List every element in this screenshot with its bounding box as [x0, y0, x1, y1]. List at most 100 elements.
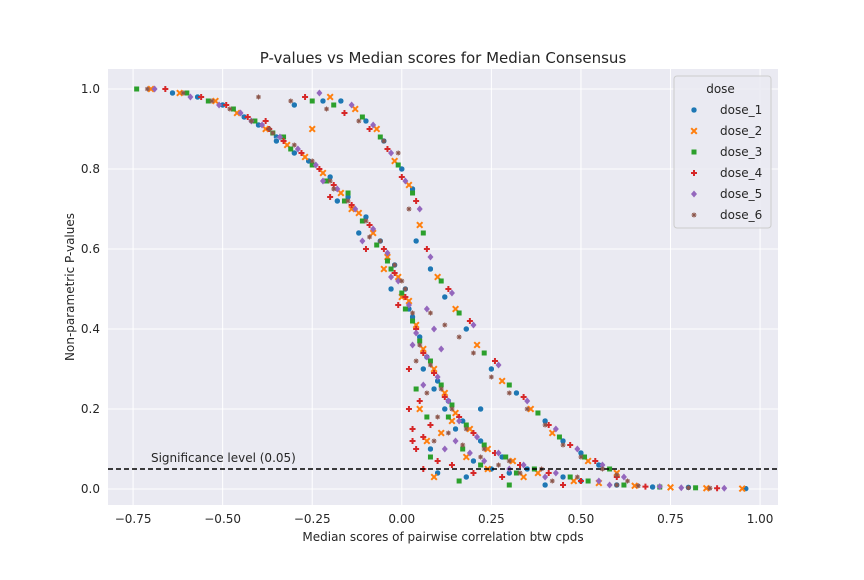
data-point-dose_4 [262, 118, 269, 124]
data-point-dose_4 [409, 438, 416, 444]
data-point-dose_6 [517, 470, 523, 476]
data-point-dose_3 [374, 242, 380, 248]
data-point-dose_6 [460, 442, 466, 448]
data-point-dose_4 [162, 86, 169, 92]
data-point-dose_6 [488, 374, 494, 380]
y-tick-label: 0.2 [81, 402, 100, 416]
data-point-dose_3 [503, 454, 509, 460]
data-point-dose_6 [463, 426, 469, 432]
data-point-dose_5 [678, 484, 685, 492]
y-axis-label: Non-parametric P-values [63, 213, 77, 361]
data-point-dose_5 [721, 484, 728, 492]
data-point-dose_5 [574, 445, 581, 453]
data-point-dose_4 [316, 166, 323, 172]
data-point-dose_3 [567, 474, 573, 480]
data-point-dose_3 [478, 462, 484, 468]
data-point-dose_2 [520, 473, 528, 481]
data-point-dose_3 [607, 466, 613, 472]
data-point-dose_5 [495, 449, 502, 457]
data-point-dose_2 [337, 189, 345, 197]
data-point-dose_3 [621, 482, 627, 488]
data-point-dose_3 [693, 485, 699, 491]
data-point-dose_6 [291, 142, 297, 148]
data-point-dose_6 [363, 218, 369, 224]
data-point-dose_3 [395, 162, 401, 168]
data-point-dose_5 [448, 289, 455, 297]
data-point-dose_3 [460, 446, 466, 452]
data-point-dose_5 [599, 461, 606, 469]
data-point-dose_6 [478, 454, 484, 460]
data-point-dose_6 [324, 106, 330, 112]
data-point-dose_1 [441, 405, 449, 413]
data-point-dose_3 [288, 146, 294, 152]
data-point-dose_4 [416, 398, 423, 404]
data-point-dose_1 [441, 293, 449, 301]
data-point-dose_3 [585, 478, 591, 484]
x-tick-labels: −0.75 −0.50 −0.25 0.00 0.25 0.50 0.75 1.00 [115, 512, 774, 526]
data-point-dose_6 [377, 238, 383, 244]
data-point-dose_6 [395, 150, 401, 156]
data-point-dose_3 [427, 358, 433, 364]
data-point-dose_3 [384, 258, 390, 264]
data-point-dose_3 [399, 290, 405, 296]
data-point-dose_2 [430, 365, 438, 373]
data-point-dose_2 [452, 409, 460, 417]
data-point-dose_2 [423, 437, 431, 445]
data-point-dose_5 [409, 341, 416, 349]
data-point-dose_5 [595, 477, 602, 485]
x-tick-label: −0.25 [294, 512, 331, 526]
data-point-dose_3 [377, 134, 383, 140]
data-point-dose_5 [388, 149, 395, 157]
data-point-dose_2 [355, 209, 363, 217]
data-point-dose_5 [405, 301, 412, 309]
data-points [134, 85, 750, 493]
data-point-dose_6 [614, 482, 620, 488]
data-point-dose_2 [667, 483, 675, 491]
data-point-dose_4 [592, 458, 599, 464]
data-point-dose_1 [470, 457, 477, 465]
data-point-dose_2 [394, 273, 402, 281]
data-point-dose_6 [449, 406, 455, 412]
data-point-dose_6 [381, 138, 387, 144]
data-point-dose_6 [506, 458, 512, 464]
data-point-dose_6 [356, 118, 362, 124]
data-point-dose_1 [463, 325, 470, 333]
data-point-dose_5 [151, 85, 158, 93]
data-point-dose_6 [431, 438, 437, 444]
data-point-dose_3 [456, 478, 462, 484]
data-point-dose_1 [541, 481, 549, 489]
data-point-dose_2 [319, 169, 327, 177]
data-point-dose_3 [309, 162, 315, 168]
data-point-dose_6 [435, 414, 441, 420]
data-point-dose_2 [419, 345, 427, 353]
data-point-dose_2 [326, 93, 334, 101]
y-tick-label: 0.4 [81, 322, 100, 336]
data-point-dose_3 [413, 386, 419, 392]
data-point-dose_3 [481, 442, 487, 448]
data-point-dose_4 [545, 470, 552, 476]
data-point-dose_6 [470, 350, 476, 356]
data-point-dose_4 [441, 394, 448, 400]
data-point-dose_6 [424, 390, 430, 396]
data-point-dose_4 [391, 270, 398, 276]
data-point-dose_4 [560, 482, 567, 488]
data-point-dose_5 [423, 353, 430, 361]
data-point-dose_4 [302, 94, 309, 100]
data-point-dose_2 [473, 341, 481, 349]
significance-label: Significance level (0.05) [151, 451, 296, 465]
data-point-dose_2 [301, 153, 309, 161]
data-point-dose_3 [359, 218, 365, 224]
data-point-dose_2 [416, 221, 424, 229]
data-point-dose_6 [327, 178, 333, 184]
data-point-dose_3 [513, 470, 519, 476]
data-point-dose_4 [384, 146, 391, 152]
data-point-dose_5 [452, 437, 459, 445]
data-point-dose_4 [434, 458, 441, 464]
data-point-dose_6 [481, 446, 487, 452]
data-point-dose_2 [498, 377, 506, 385]
data-point-dose_5 [427, 253, 434, 261]
data-point-dose_2 [351, 105, 359, 113]
data-point-dose_3 [456, 310, 462, 316]
data-point-dose_3 [281, 134, 287, 140]
